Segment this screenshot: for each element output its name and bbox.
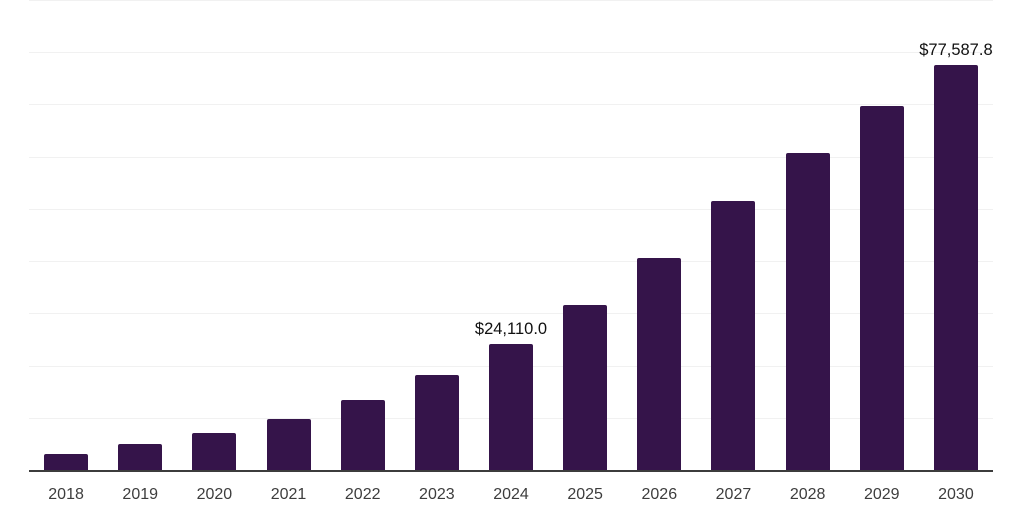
gridline-70000 xyxy=(29,104,993,106)
bar-2022 xyxy=(340,399,385,470)
bar-2026 xyxy=(637,257,682,470)
x-tick-2022: 2022 xyxy=(344,486,381,503)
gridline-80000 xyxy=(29,52,993,54)
x-tick-2021: 2021 xyxy=(270,486,307,503)
value-label-2030: $77,587.8 xyxy=(919,40,993,59)
bar-2027 xyxy=(711,200,756,470)
x-tick-2026: 2026 xyxy=(641,486,678,503)
x-tick-2025: 2025 xyxy=(567,486,603,503)
x-axis-tick-labels: 2018 2019 2020 2021 2022 2023 2024 2025 2026 2027… xyxy=(29,487,993,507)
bar-2025 xyxy=(563,304,608,470)
value-label-2024: $24,110.0 xyxy=(474,320,548,339)
x-tick-2024: 2024 xyxy=(493,486,529,503)
bar-2018 xyxy=(44,453,89,470)
gridline-60000 xyxy=(29,156,993,158)
bar-2023 xyxy=(414,374,459,470)
bar-2029 xyxy=(859,105,904,470)
gridline-30000 xyxy=(29,313,993,315)
x-tick-2020: 2020 xyxy=(196,486,233,503)
x-tick-2023: 2023 xyxy=(419,486,455,503)
gridline-40000 xyxy=(29,261,993,263)
x-tick-2018: 2018 xyxy=(48,486,84,503)
x-axis-line xyxy=(29,470,993,472)
bar-2024 xyxy=(489,344,533,470)
gridline-50000 xyxy=(29,208,993,210)
x-tick-2027: 2027 xyxy=(715,486,752,503)
bar-2020 xyxy=(192,433,237,470)
plot-area: $24,110.0 $77,587.8 xyxy=(29,0,993,472)
x-tick-2029: 2029 xyxy=(863,486,900,503)
bar-2021 xyxy=(266,418,311,470)
bar-2030 xyxy=(933,64,978,470)
x-tick-2028: 2028 xyxy=(789,486,826,503)
bar-2019 xyxy=(118,443,163,470)
x-tick-2030: 2030 xyxy=(938,486,974,503)
bar-2028 xyxy=(785,153,830,470)
x-tick-2019: 2019 xyxy=(122,486,159,503)
gridline-90000 xyxy=(29,0,993,1)
